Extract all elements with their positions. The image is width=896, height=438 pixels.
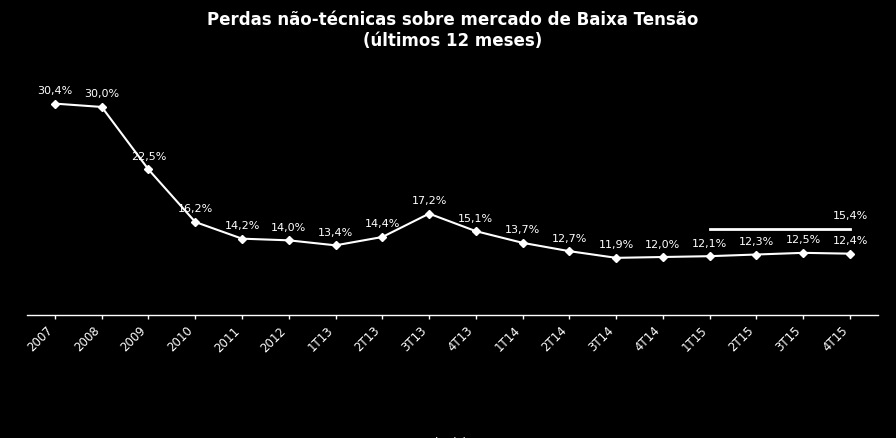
Text: 12,3%: 12,3%: [739, 237, 774, 247]
Text: 12,5%: 12,5%: [786, 235, 821, 245]
Text: 12,7%: 12,7%: [552, 233, 587, 244]
Text: 15,4%: 15,4%: [832, 211, 867, 221]
Text: 16,2%: 16,2%: [177, 205, 213, 215]
Text: 12,4%: 12,4%: [832, 236, 867, 246]
Legend: Perdas, Meta Regulatória
(de Ago-15 a Jul-16): Perdas, Meta Regulatória (de Ago-15 a Ju…: [239, 432, 495, 438]
Text: 11,9%: 11,9%: [599, 240, 633, 251]
Text: 22,5%: 22,5%: [131, 152, 166, 162]
Text: 12,1%: 12,1%: [692, 239, 728, 249]
Text: 13,7%: 13,7%: [505, 225, 540, 235]
Text: 30,4%: 30,4%: [38, 86, 73, 96]
Text: 14,4%: 14,4%: [365, 219, 400, 230]
Text: 15,1%: 15,1%: [458, 214, 494, 224]
Text: 30,0%: 30,0%: [84, 89, 119, 99]
Text: 14,0%: 14,0%: [271, 223, 306, 233]
Text: 17,2%: 17,2%: [411, 196, 447, 206]
Text: 12,0%: 12,0%: [645, 240, 681, 250]
Text: 13,4%: 13,4%: [318, 228, 353, 238]
Text: 14,2%: 14,2%: [224, 221, 260, 231]
Title: Perdas não-técnicas sobre mercado de Baixa Tensão
(últimos 12 meses): Perdas não-técnicas sobre mercado de Bai…: [207, 11, 698, 50]
